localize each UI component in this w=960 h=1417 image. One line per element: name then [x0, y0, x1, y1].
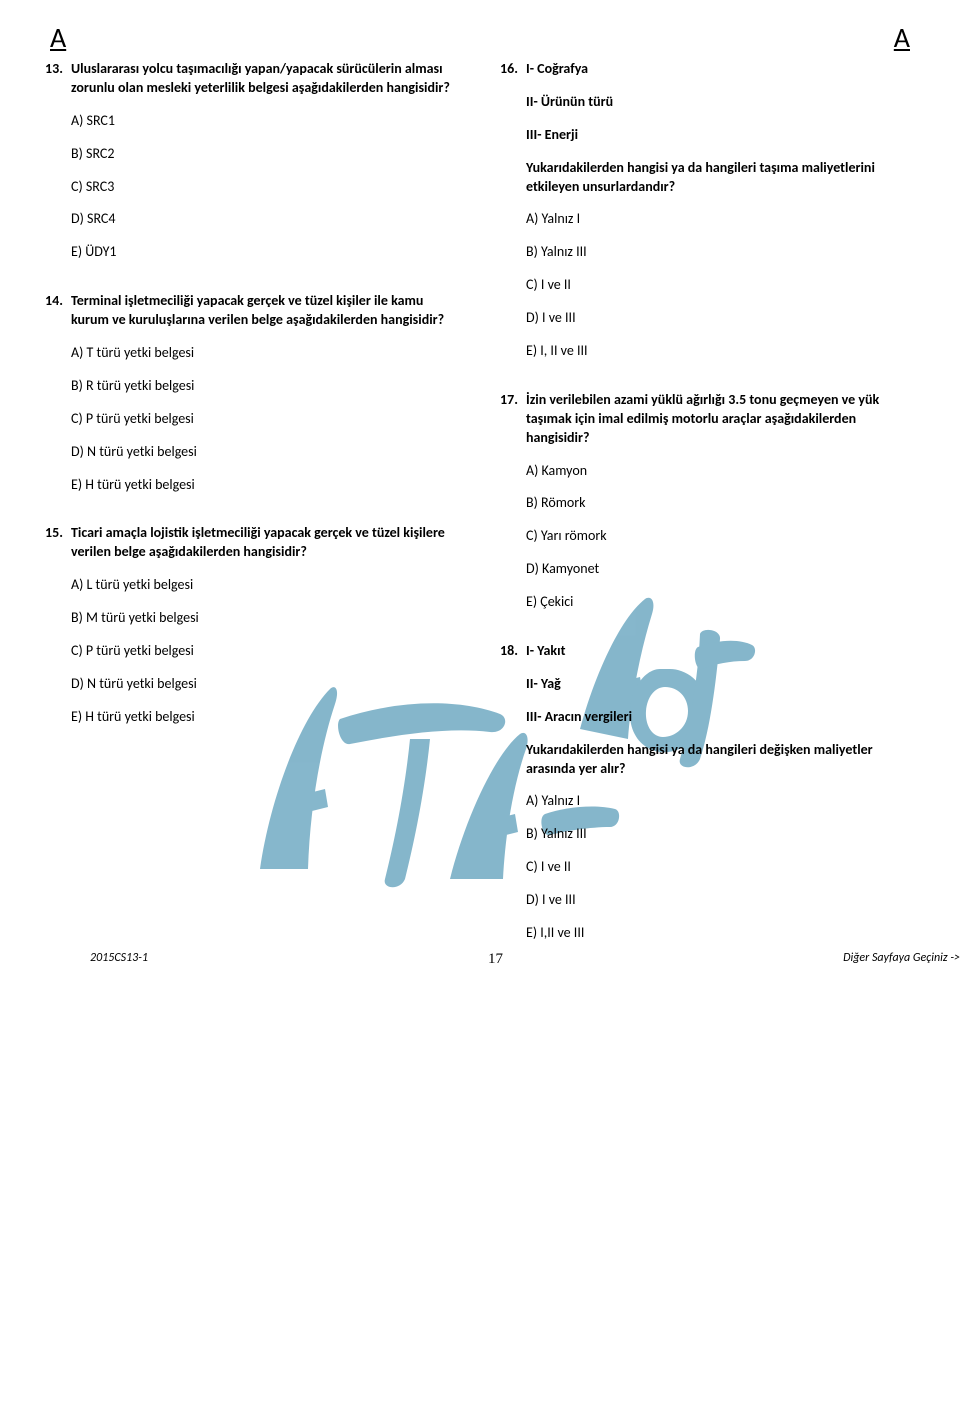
footer-left: 2015CS13-1	[90, 951, 148, 968]
question-17: 17. İzin verilebilen azami yüklü ağırlığ…	[500, 391, 915, 612]
option-b: B) R türü yetki belgesi	[71, 377, 460, 396]
option-e: E) H türü yetki belgesi	[71, 708, 460, 727]
question-number: 13.	[45, 60, 71, 98]
option-b: B) M türü yetki belgesi	[71, 609, 460, 628]
option-c: C) Yarı römork	[526, 527, 915, 546]
stem-line: II- Ürünün türü	[526, 93, 915, 112]
question-options: A) Kamyon B) Römork C) Yarı römork D) Ka…	[500, 462, 915, 612]
question-number: 16.	[500, 60, 526, 196]
option-d: D) N türü yetki belgesi	[71, 675, 460, 694]
footer-page-number: 17	[488, 951, 503, 968]
stem-line: III- Enerji	[526, 126, 915, 145]
content: 13. Uluslararası yolcu taşımacılığı yapa…	[45, 60, 915, 973]
page-footer: 2015CS13-1 17 Diğer Sayfaya Geçiniz ->	[90, 951, 960, 968]
question-options: A) Yalnız I B) Yalnız III C) I ve II D) …	[500, 792, 915, 942]
question-number: 14.	[45, 292, 71, 330]
option-a: A) SRC1	[71, 112, 460, 131]
question-options: A) L türü yetki belgesi B) M türü yetki …	[45, 576, 460, 726]
option-e: E) H türü yetki belgesi	[71, 476, 460, 495]
footer-right: Diğer Sayfaya Geçiniz ->	[843, 951, 960, 968]
option-c: C) SRC3	[71, 178, 460, 197]
option-e: E) I, II ve III	[526, 342, 915, 361]
option-d: D) SRC4	[71, 210, 460, 229]
option-a: A) Kamyon	[526, 462, 915, 481]
right-column: 16. I- Coğrafya II- Ürünün türü III- Ene…	[500, 60, 915, 973]
stem-line: I- Coğrafya	[526, 60, 915, 79]
stem-line: Yukarıdakilerden hangisi ya da hangileri…	[526, 159, 915, 197]
question-13: 13. Uluslararası yolcu taşımacılığı yapa…	[45, 60, 460, 262]
option-d: D) Kamyonet	[526, 560, 915, 579]
option-d: D) I ve III	[526, 891, 915, 910]
question-number: 17.	[500, 391, 526, 448]
question-text: Uluslararası yolcu taşımacılığı yapan/ya…	[71, 60, 460, 98]
option-b: B) Yalnız III	[526, 825, 915, 844]
header-letter-right: A	[894, 20, 910, 55]
question-text: İzin verilebilen azami yüklü ağırlığı 3.…	[526, 391, 915, 448]
option-e: E) ÜDY1	[71, 243, 460, 262]
question-options: A) SRC1 B) SRC2 C) SRC3 D) SRC4 E) ÜDY1	[45, 112, 460, 262]
question-options: A) Yalnız I B) Yalnız III C) I ve II D) …	[500, 210, 915, 360]
option-b: B) SRC2	[71, 145, 460, 164]
question-18: 18. I- Yakıt II- Yağ III- Aracın vergile…	[500, 642, 915, 943]
question-number: 15.	[45, 524, 71, 562]
question-text: Ticari amaçla lojistik işletmeciliği yap…	[71, 524, 460, 562]
left-column: 13. Uluslararası yolcu taşımacılığı yapa…	[45, 60, 460, 973]
option-a: A) T türü yetki belgesi	[71, 344, 460, 363]
question-options: A) T türü yetki belgesi B) R türü yetki …	[45, 344, 460, 494]
header-letters: A A	[45, 20, 915, 55]
option-b: B) Yalnız III	[526, 243, 915, 262]
option-c: C) P türü yetki belgesi	[71, 642, 460, 661]
option-c: C) I ve II	[526, 276, 915, 295]
option-a: A) Yalnız I	[526, 792, 915, 811]
option-d: D) I ve III	[526, 309, 915, 328]
question-number: 18.	[500, 642, 526, 778]
header-letter-left: A	[50, 20, 66, 55]
stem-line: Yukarıdakilerden hangisi ya da hangileri…	[526, 741, 915, 779]
option-e: E) I,II ve III	[526, 924, 915, 943]
question-16: 16. I- Coğrafya II- Ürünün türü III- Ene…	[500, 60, 915, 361]
question-14: 14. Terminal işletmeciliği yapacak gerçe…	[45, 292, 460, 494]
stem-line: II- Yağ	[526, 675, 915, 694]
stem-line: I- Yakıt	[526, 642, 915, 661]
option-c: C) P türü yetki belgesi	[71, 410, 460, 429]
question-text: I- Yakıt II- Yağ III- Aracın vergileri Y…	[526, 642, 915, 778]
option-a: A) L türü yetki belgesi	[71, 576, 460, 595]
option-e: E) Çekici	[526, 593, 915, 612]
option-b: B) Römork	[526, 494, 915, 513]
stem-line: III- Aracın vergileri	[526, 708, 915, 727]
option-a: A) Yalnız I	[526, 210, 915, 229]
question-text: Terminal işletmeciliği yapacak gerçek ve…	[71, 292, 460, 330]
option-c: C) I ve II	[526, 858, 915, 877]
question-15: 15. Ticari amaçla lojistik işletmeciliği…	[45, 524, 460, 726]
option-d: D) N türü yetki belgesi	[71, 443, 460, 462]
question-text: I- Coğrafya II- Ürünün türü III- Enerji …	[526, 60, 915, 196]
